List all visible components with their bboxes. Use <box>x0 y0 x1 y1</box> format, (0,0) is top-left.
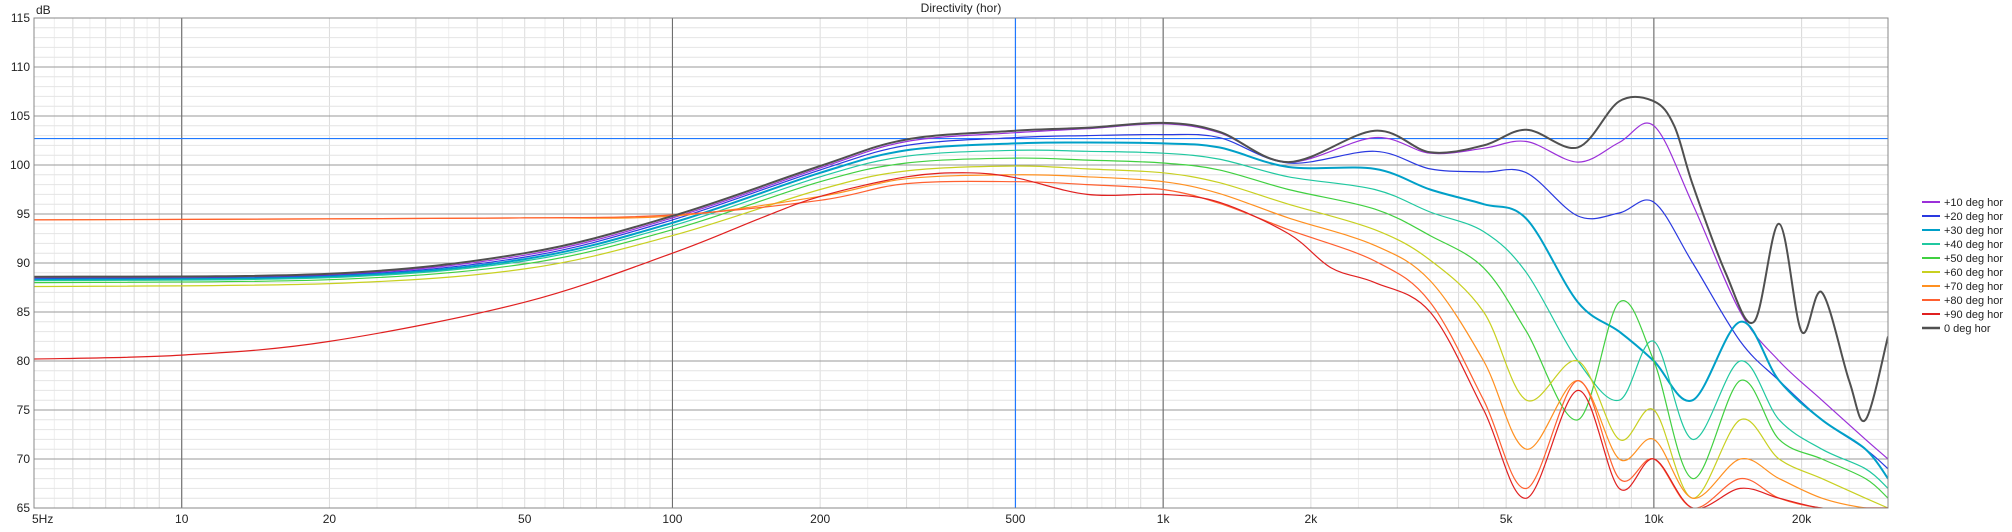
y-tick-label: 80 <box>17 354 31 368</box>
series-line-6 <box>34 174 1888 508</box>
series-lines <box>34 95 1888 508</box>
x-tick-label: 5Hz <box>32 512 53 526</box>
series-line-4 <box>34 157 1888 499</box>
grid <box>33 17 1889 509</box>
y-tick-label: 90 <box>17 256 31 270</box>
series-line-8 <box>34 172 1888 508</box>
y-tick-label: 85 <box>17 305 31 319</box>
y-tick-label: 110 <box>11 60 30 74</box>
x-tick-label: 100 <box>662 512 682 526</box>
series-line-9 <box>34 95 1888 423</box>
legend-label: 0 deg hor <box>1944 323 1991 335</box>
series-line-2 <box>34 141 1888 480</box>
x-tick-label: 2k <box>1305 512 1319 526</box>
x-tick-label: 5k <box>1500 512 1514 526</box>
legend: +10 deg hor +20 deg hor +30 deg hor +40 deg… <box>1922 197 2003 335</box>
x-tick-label: 20k <box>1792 512 1812 526</box>
legend-label: +80 deg hor <box>1944 295 2003 307</box>
y-tick-label: 95 <box>17 207 31 221</box>
plot-frame <box>33 17 1889 509</box>
legend-label: +40 deg hor <box>1944 239 2003 251</box>
legend-label: +10 deg hor <box>1944 197 2003 209</box>
series-line-7 <box>34 180 1888 508</box>
legend-label: +70 deg hor <box>1944 281 2003 293</box>
y-axis-unit: dB <box>36 3 51 17</box>
series-line-5 <box>34 165 1888 508</box>
series-line-3 <box>34 149 1888 489</box>
y-tick-label: 115 <box>11 11 30 25</box>
axis-labels: Directivity (hor) dB 65 70 75 80 85 90 95 100 10… <box>10 1 1812 526</box>
y-tick-label: 70 <box>17 452 31 466</box>
legend-label: +60 deg hor <box>1944 267 2003 279</box>
x-tick-label: 10k <box>1644 512 1664 526</box>
y-tick-label: 65 <box>17 501 31 515</box>
legend-label: +50 deg hor <box>1944 253 2003 265</box>
legend-label: +30 deg hor <box>1944 225 2003 237</box>
marker-lines <box>34 18 1888 508</box>
y-tick-label: 105 <box>10 109 30 123</box>
x-tick-label: 500 <box>1005 512 1025 526</box>
legend-label: +90 deg hor <box>1944 309 2003 321</box>
x-tick-label: 50 <box>518 512 532 526</box>
y-tick-label: 75 <box>17 403 31 417</box>
legend-label: +20 deg hor <box>1944 211 2003 223</box>
x-tick-label: 200 <box>810 512 830 526</box>
y-tick-label: 100 <box>10 158 30 172</box>
x-tick-label: 10 <box>175 512 189 526</box>
x-tick-label: 1k <box>1157 512 1171 526</box>
x-tick-label: 20 <box>323 512 337 526</box>
chart-title: Directivity (hor) <box>921 1 1002 15</box>
